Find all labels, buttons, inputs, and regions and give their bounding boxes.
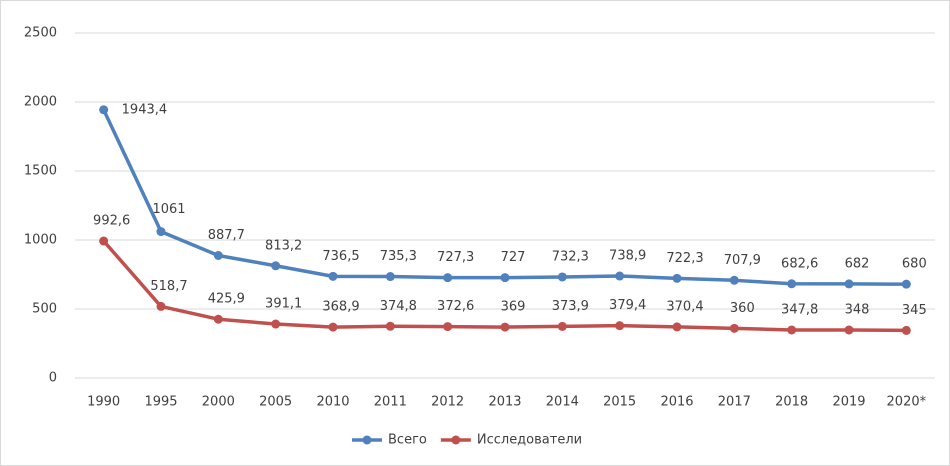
y-tick-label: 0 — [49, 371, 57, 386]
data-point — [729, 275, 739, 285]
data-label: 518,7 — [150, 279, 187, 294]
data-label: 1061 — [152, 202, 185, 217]
x-tick-label: 1995 — [144, 395, 177, 410]
x-tick-label: 2013 — [488, 395, 521, 410]
data-label: 682,6 — [781, 256, 818, 271]
data-point — [156, 227, 166, 237]
data-label: 680 — [902, 257, 927, 272]
data-label: 813,2 — [265, 238, 302, 253]
data-label: 707,9 — [724, 253, 761, 268]
x-tick-label: 2020* — [887, 395, 927, 410]
x-tick-label: 2015 — [603, 395, 636, 410]
data-point — [787, 279, 797, 289]
data-point — [844, 279, 854, 289]
x-tick-label: 2000 — [202, 395, 235, 410]
data-point — [844, 325, 854, 335]
data-point — [271, 261, 281, 271]
data-label: 360 — [730, 301, 755, 316]
data-point — [500, 273, 510, 283]
data-point — [328, 271, 338, 281]
data-label: 735,3 — [380, 249, 417, 264]
data-point — [213, 250, 223, 260]
data-label: 370,4 — [666, 299, 703, 314]
x-tick-label: 2012 — [431, 395, 464, 410]
data-label: 368,9 — [322, 300, 359, 315]
data-point — [557, 321, 567, 331]
data-label: 992,6 — [93, 214, 130, 229]
y-tick-label: 500 — [32, 302, 57, 317]
data-label: 736,5 — [322, 249, 359, 264]
data-label: 348 — [845, 302, 870, 317]
data-point — [328, 322, 338, 332]
data-label: 374,8 — [380, 299, 417, 314]
data-label: 722,3 — [666, 251, 703, 266]
data-point — [156, 301, 166, 311]
x-tick-label: 1990 — [87, 395, 120, 410]
data-point — [787, 325, 797, 335]
data-label: 372,6 — [437, 299, 474, 314]
data-label: 727 — [501, 250, 526, 265]
data-label: 347,8 — [781, 303, 818, 318]
data-label: 732,3 — [552, 249, 589, 264]
data-label: 345 — [902, 303, 927, 318]
data-point — [672, 322, 682, 332]
data-label: 682 — [845, 256, 870, 271]
y-tick-label: 1000 — [24, 233, 57, 248]
data-point — [672, 273, 682, 283]
legend-marker — [451, 435, 461, 445]
y-tick-label: 1500 — [24, 164, 57, 179]
x-tick-label: 2011 — [374, 395, 407, 410]
data-point — [557, 272, 567, 282]
data-label: 425,9 — [208, 292, 245, 307]
data-point — [99, 236, 109, 246]
data-point — [213, 314, 223, 324]
data-point — [901, 325, 911, 335]
legend-label: Исследователи — [477, 433, 582, 448]
x-tick-label: 2010 — [316, 395, 349, 410]
data-label: 369 — [501, 300, 526, 315]
x-tick-label: 2018 — [775, 395, 808, 410]
data-point — [901, 279, 911, 289]
data-label: 391,1 — [265, 297, 302, 312]
data-point — [271, 319, 281, 329]
data-label: 887,7 — [208, 228, 245, 243]
data-label: 379,4 — [609, 298, 646, 313]
data-label: 727,3 — [437, 250, 474, 265]
data-point — [443, 322, 453, 332]
data-point — [615, 321, 625, 331]
x-tick-label: 2014 — [546, 395, 579, 410]
data-point — [385, 321, 395, 331]
data-point — [99, 105, 109, 115]
x-tick-label: 2017 — [718, 395, 751, 410]
data-point — [443, 273, 453, 283]
legend-marker — [362, 435, 372, 445]
data-label: 1943,4 — [122, 102, 167, 117]
x-tick-label: 2016 — [660, 395, 693, 410]
data-label: 373,9 — [552, 299, 589, 314]
x-tick-label: 2005 — [259, 395, 292, 410]
data-point — [385, 272, 395, 282]
data-point — [500, 322, 510, 332]
data-point — [729, 323, 739, 333]
data-point — [615, 271, 625, 281]
legend-label: Всего — [388, 433, 427, 448]
data-label: 738,9 — [609, 249, 646, 264]
y-tick-label: 2500 — [24, 26, 57, 41]
x-tick-label: 2019 — [832, 395, 865, 410]
y-tick-label: 2000 — [24, 95, 57, 110]
